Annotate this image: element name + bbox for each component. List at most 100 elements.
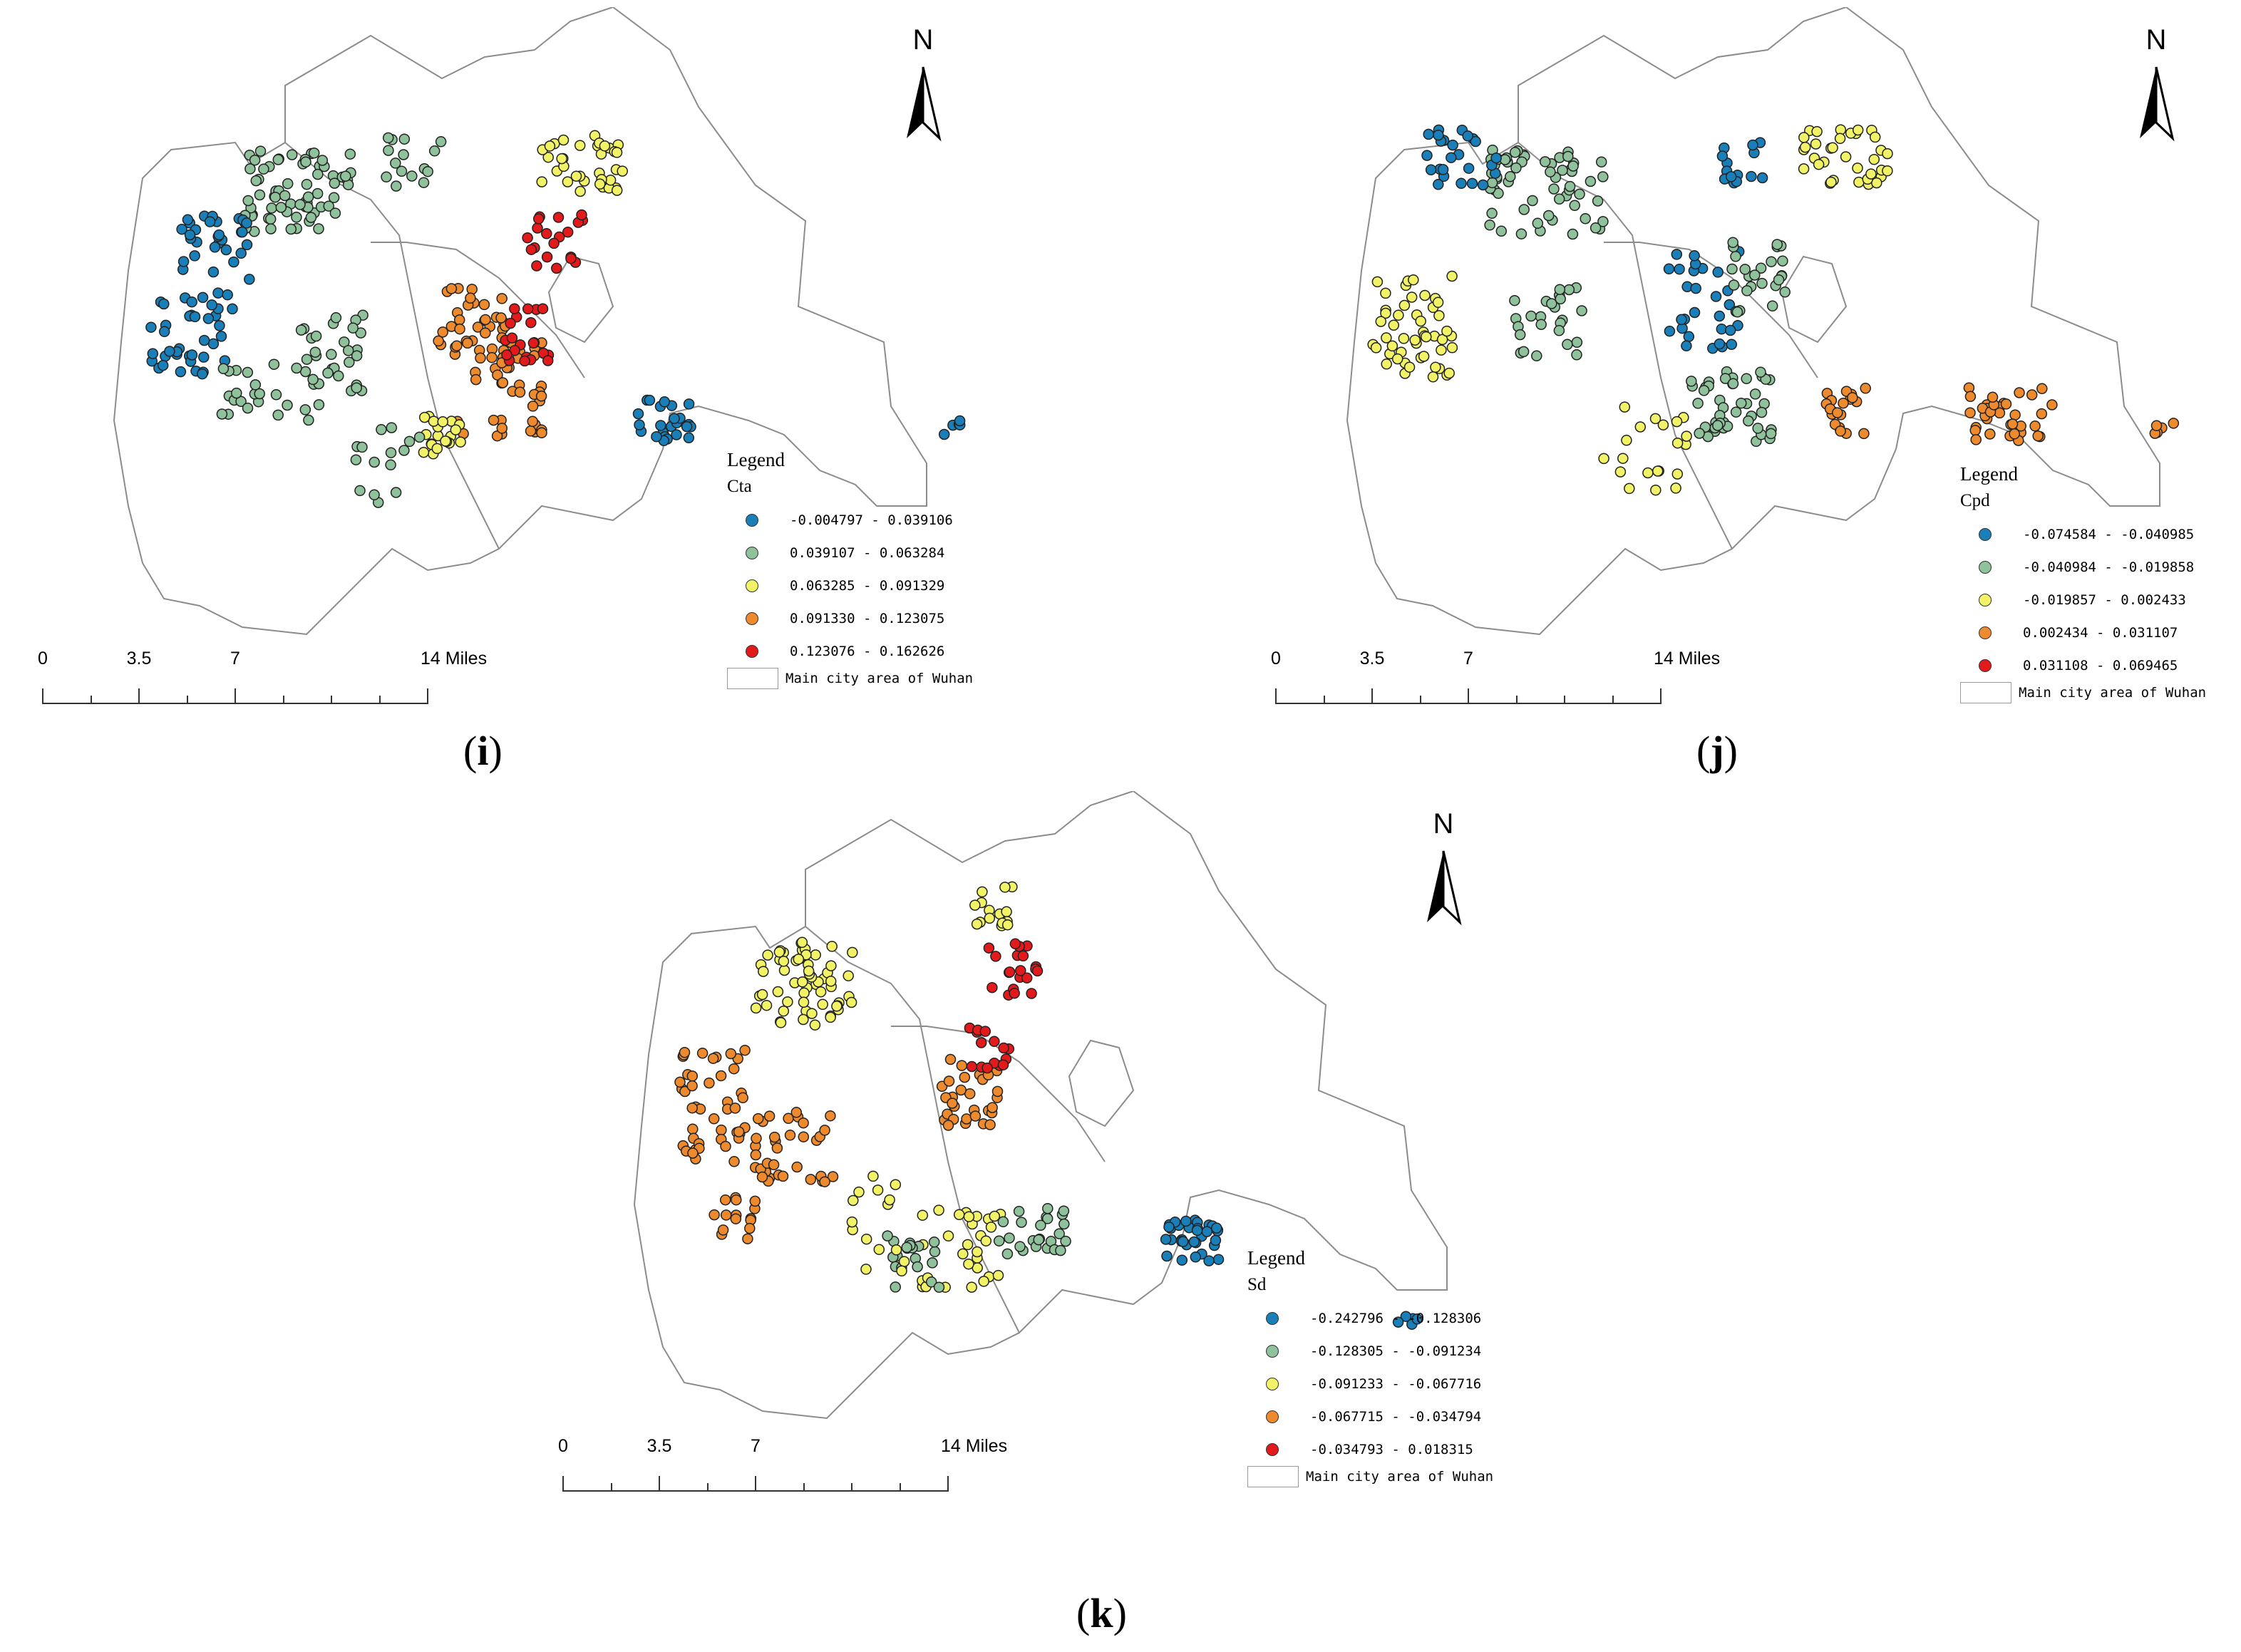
sample-point [1203,1255,1215,1266]
sample-point [1016,1217,1027,1228]
sample-point [979,1026,991,1037]
sample-point [1739,264,1751,275]
sample-point [1726,339,1738,351]
sample-point [758,966,769,977]
scale-tick [755,1476,756,1492]
district-boundary [371,242,585,378]
sample-point [1694,428,1705,439]
sample-point [254,388,265,400]
legend-symbol [746,612,758,625]
sample-point [1392,1316,1404,1328]
sample-point [843,970,854,981]
sample-point [972,1246,983,1258]
sample-point [803,965,815,977]
sample-point [1535,319,1547,331]
sample-point [2046,399,2058,411]
sample-point [519,355,530,367]
scale-tick [1612,696,1614,704]
sample-point [1614,466,1627,477]
sample-point [472,321,484,333]
legend-area-item: Main city area of Wuhan [1960,682,2241,703]
sample-point [544,140,556,152]
legend-symbol [1979,528,1992,541]
sample-point [778,1005,790,1017]
sample-point [268,358,280,370]
sample-point [1984,428,1996,440]
sample-point [1176,1254,1188,1266]
legend-field-name: Cta [727,477,752,496]
sample-point [1671,468,1684,480]
sample-point [929,1246,941,1258]
sample-point [527,401,539,412]
sample-point [390,487,402,498]
sample-point [1590,222,1602,234]
sample-point [501,349,512,361]
sample-point [450,424,462,435]
scale-tick [427,688,428,704]
sample-point [1810,138,1822,150]
sample-point [299,404,311,415]
sample-point [272,409,284,421]
sample-point [890,1179,902,1190]
scale-bar: 0 3.5 7 14 Miles [558,1436,1007,1500]
sample-point [1427,371,1439,383]
sample-point [1553,193,1565,205]
sample-point [574,140,586,151]
sample-point [265,223,277,234]
sample-point [761,999,773,1011]
sample-point [541,228,552,239]
sample-point [1868,153,1880,165]
sample-point [305,212,317,223]
sample-point [535,391,547,402]
scale-tick [42,688,43,704]
sample-point [217,363,230,375]
sample-point [1719,373,1731,384]
sample-point [351,350,363,361]
sample-point [1681,430,1692,442]
legend-class-label: -0.067715 - -0.034794 [1310,1409,1482,1425]
sample-point [617,165,628,177]
sample-point [1671,249,1683,260]
sample-point [1730,251,1741,262]
sample-point [403,435,416,448]
sample-point [536,176,547,187]
sample-point [898,1256,910,1267]
sample-point [1674,263,1685,275]
sample-point [1725,171,1737,182]
sample-point [313,399,325,411]
sample-point [525,425,537,437]
sample-point [356,441,368,453]
scale-tick [610,1483,612,1492]
sample-point [1433,129,1444,141]
legend-title: Legend [727,449,785,470]
sample-point [826,941,838,952]
sample-point [815,986,827,998]
legend-class-label: 0.091330 - 0.123075 [790,611,945,626]
sample-point [228,256,239,268]
sample-point [1163,1221,1175,1233]
sample-point [1585,175,1597,187]
sample-point [1663,263,1675,275]
sample-point [1562,339,1573,351]
scale-tick [282,696,284,704]
sample-point [1731,306,1743,318]
scale-tick [235,688,236,704]
sample-point [176,223,187,235]
sample-point [2029,420,2041,432]
sample-point [1619,401,1631,413]
sample-point [462,337,473,349]
sample-point [847,946,858,959]
sample-point [655,420,666,431]
legend-class-label: 0.031108 - 0.069465 [2023,658,2178,673]
sample-point [212,287,224,299]
sample-point [611,147,623,158]
legend-field-name: Cpd [1960,491,1990,510]
sample-point [990,951,1001,962]
sample-point [184,229,196,241]
sample-point [1446,152,1457,163]
sample-point [750,1002,762,1014]
sample-point [985,1222,997,1233]
sample-point [496,293,508,304]
north-label: N [912,24,934,56]
sample-point [719,1194,731,1206]
